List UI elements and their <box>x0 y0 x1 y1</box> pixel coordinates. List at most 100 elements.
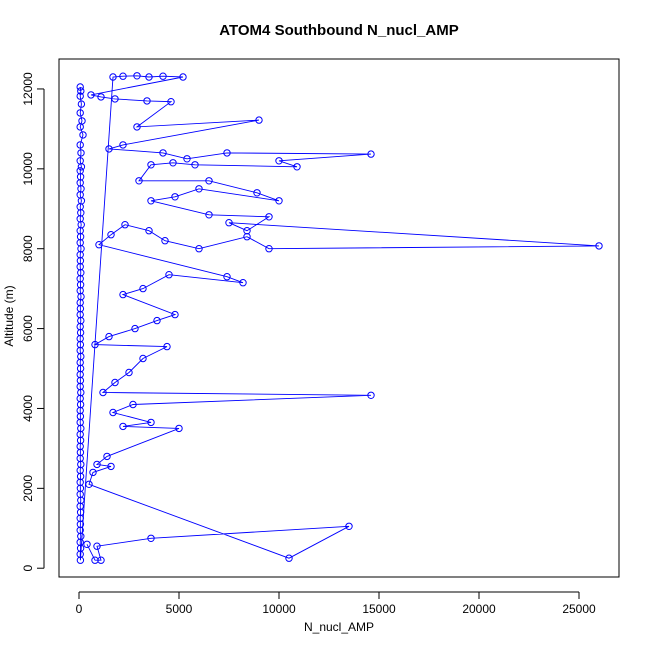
data-point <box>91 340 99 349</box>
data-point <box>171 310 179 319</box>
data-point <box>285 554 293 562</box>
data-point <box>165 271 173 279</box>
data-point <box>225 219 233 227</box>
data-point <box>135 177 143 185</box>
data-point <box>179 73 187 81</box>
data-point <box>183 155 191 163</box>
chart-title: ATOM4 Southbound N_nucl_AMP <box>219 22 458 39</box>
data-point <box>367 391 375 399</box>
data-point <box>111 95 119 103</box>
data-point <box>119 72 127 80</box>
data-point <box>145 73 153 81</box>
data-point <box>275 197 283 205</box>
data-point <box>265 245 273 253</box>
data-point <box>109 408 117 417</box>
data-point <box>139 284 147 293</box>
data-point <box>93 542 101 550</box>
data-point <box>85 480 93 488</box>
data-point <box>153 316 161 325</box>
series-line <box>79 75 600 561</box>
data-point <box>107 462 115 471</box>
y-tick-label: 10000 <box>21 152 35 186</box>
data-point <box>79 131 87 139</box>
x-tick-label: 25000 <box>562 602 596 616</box>
data-point <box>595 242 603 250</box>
data-point <box>159 149 167 157</box>
data-point <box>293 163 301 171</box>
y-tick-label: 12000 <box>21 72 35 106</box>
data-point <box>76 92 84 100</box>
data-point <box>255 116 263 124</box>
x-tick-label: 0 <box>76 602 83 616</box>
data-point <box>89 468 97 477</box>
data-point <box>87 91 95 99</box>
data-point <box>223 273 231 281</box>
data-point <box>77 163 86 171</box>
y-tick-label: 8000 <box>21 235 35 262</box>
data-point <box>163 342 171 351</box>
data-point <box>205 211 213 219</box>
data-point <box>191 161 199 169</box>
data-point <box>171 193 179 201</box>
x-tick-label: 10000 <box>262 602 296 616</box>
y-tick-label: 4000 <box>21 395 35 422</box>
data-point <box>119 422 127 431</box>
x-tick-label: 20000 <box>462 602 496 616</box>
data-point <box>131 324 139 333</box>
y-tick-label: 2000 <box>21 475 35 502</box>
data-point <box>109 73 117 81</box>
data-point <box>133 72 141 80</box>
data-point <box>243 233 251 241</box>
plot-frame <box>58 58 620 578</box>
data-point <box>195 185 203 193</box>
series-layer <box>76 72 603 564</box>
data-point <box>223 149 231 157</box>
data-point <box>76 109 84 117</box>
data-point <box>167 98 175 106</box>
data-point <box>147 418 155 427</box>
data-point <box>253 189 261 197</box>
data-point <box>175 424 183 433</box>
data-point <box>105 332 113 341</box>
data-point <box>147 197 155 205</box>
x-tick-label: 5000 <box>166 602 193 616</box>
data-point <box>195 245 203 253</box>
data-point <box>91 556 99 564</box>
data-point <box>111 378 119 387</box>
data-point <box>129 400 137 409</box>
data-point <box>159 72 167 80</box>
axis-layer: 0 5000 10000 15000 20000 25000 0 2000 4000 6000 80… <box>21 72 596 616</box>
data-point <box>367 150 375 158</box>
x-axis-label: N_nucl_AMP <box>304 620 374 634</box>
data-point <box>76 556 85 564</box>
y-axis-label: Altitude (m) <box>2 285 16 346</box>
data-point <box>147 534 155 542</box>
data-point <box>121 221 129 229</box>
data-point <box>169 159 177 167</box>
data-point <box>97 93 105 101</box>
data-point <box>143 97 151 105</box>
data-point <box>139 354 147 363</box>
data-point <box>345 522 353 530</box>
data-point <box>76 141 84 149</box>
data-point <box>145 227 153 235</box>
data-point <box>99 388 107 397</box>
data-point <box>119 290 127 299</box>
data-point <box>105 145 113 153</box>
data-point <box>265 213 273 221</box>
data-point <box>205 177 213 185</box>
data-point <box>83 540 91 548</box>
data-point <box>77 87 85 95</box>
data-point <box>133 123 141 131</box>
data-point <box>76 83 84 91</box>
data-point <box>76 123 84 131</box>
data-point <box>125 368 133 377</box>
data-point <box>95 241 103 249</box>
data-point <box>77 100 86 108</box>
y-tick-label: 0 <box>21 565 35 572</box>
data-point <box>275 157 283 165</box>
x-tick-label: 15000 <box>362 602 396 616</box>
